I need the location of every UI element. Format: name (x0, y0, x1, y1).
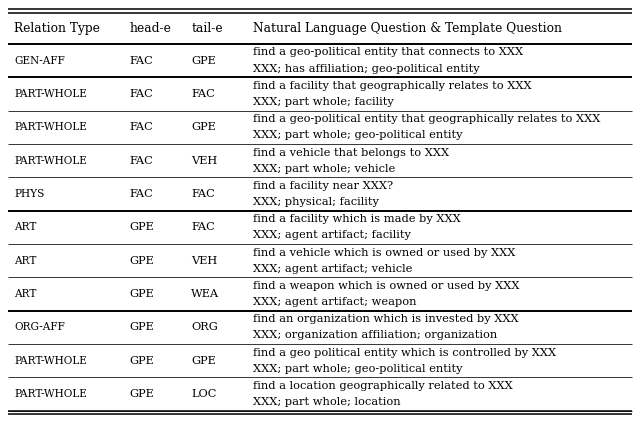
Text: VEH: VEH (191, 156, 218, 165)
Text: find a facility which is made by XXX: find a facility which is made by XXX (253, 214, 461, 224)
Text: Relation Type: Relation Type (14, 22, 100, 35)
Text: FAC: FAC (129, 189, 153, 199)
Text: XXX; part whole; geo-political entity: XXX; part whole; geo-political entity (253, 130, 462, 140)
Text: FAC: FAC (191, 189, 215, 199)
Text: FAC: FAC (191, 89, 215, 99)
Text: ART: ART (14, 256, 36, 266)
Text: GPE: GPE (129, 356, 154, 366)
Text: find a geo political entity which is controlled by XXX: find a geo political entity which is con… (253, 348, 556, 358)
Text: VEH: VEH (191, 256, 218, 266)
Text: head-e: head-e (129, 22, 171, 35)
Text: XXX; organization affiliation; organization: XXX; organization affiliation; organizat… (253, 330, 497, 341)
Text: FAC: FAC (191, 222, 215, 232)
Text: PART-WHOLE: PART-WHOLE (14, 122, 87, 132)
Text: XXX; physical; facility: XXX; physical; facility (253, 197, 379, 207)
Text: GEN-AFF: GEN-AFF (14, 56, 65, 66)
Text: PART-WHOLE: PART-WHOLE (14, 156, 87, 165)
Text: GPE: GPE (191, 56, 216, 66)
Text: LOC: LOC (191, 389, 217, 399)
Text: find an organization which is invested by XXX: find an organization which is invested b… (253, 314, 518, 324)
Text: XXX; agent artifact; weapon: XXX; agent artifact; weapon (253, 297, 416, 307)
Text: ART: ART (14, 289, 36, 299)
Text: find a facility near XXX?: find a facility near XXX? (253, 181, 393, 191)
Text: XXX; agent artifact; facility: XXX; agent artifact; facility (253, 230, 411, 240)
Text: Natural Language Question & Template Question: Natural Language Question & Template Que… (253, 22, 563, 35)
Text: GPE: GPE (129, 322, 154, 332)
Text: PHYS: PHYS (14, 189, 44, 199)
Text: GPE: GPE (191, 122, 216, 132)
Text: WEA: WEA (191, 289, 220, 299)
Text: FAC: FAC (129, 56, 153, 66)
Text: FAC: FAC (129, 122, 153, 132)
Text: tail-e: tail-e (191, 22, 223, 35)
Text: XXX; part whole; location: XXX; part whole; location (253, 397, 401, 407)
Text: ORG-AFF: ORG-AFF (14, 322, 65, 332)
Text: find a vehicle which is owned or used by XXX: find a vehicle which is owned or used by… (253, 248, 515, 258)
Text: FAC: FAC (129, 156, 153, 165)
Text: GPE: GPE (129, 222, 154, 232)
Text: XXX; agent artifact; vehicle: XXX; agent artifact; vehicle (253, 264, 412, 274)
Text: find a geo-political entity that geographically relates to XXX: find a geo-political entity that geograp… (253, 114, 600, 124)
Text: XXX; part whole; vehicle: XXX; part whole; vehicle (253, 164, 395, 173)
Text: XXX; part whole; facility: XXX; part whole; facility (253, 97, 394, 107)
Text: find a facility that geographically relates to XXX: find a facility that geographically rela… (253, 81, 531, 91)
Text: find a weapon which is owned or used by XXX: find a weapon which is owned or used by … (253, 281, 519, 291)
Text: PART-WHOLE: PART-WHOLE (14, 389, 87, 399)
Text: GPE: GPE (129, 289, 154, 299)
Text: find a geo-political entity that connects to XXX: find a geo-political entity that connect… (253, 48, 523, 58)
Text: XXX; has affiliation; geo-political entity: XXX; has affiliation; geo-political enti… (253, 64, 479, 74)
Text: FAC: FAC (129, 89, 153, 99)
Text: XXX; part whole; geo-political entity: XXX; part whole; geo-political entity (253, 364, 462, 374)
Text: PART-WHOLE: PART-WHOLE (14, 89, 87, 99)
Text: ART: ART (14, 222, 36, 232)
Text: ORG: ORG (191, 322, 218, 332)
Text: find a location geographically related to XXX: find a location geographically related t… (253, 381, 513, 391)
Text: find a vehicle that belongs to XXX: find a vehicle that belongs to XXX (253, 148, 449, 157)
Text: GPE: GPE (129, 389, 154, 399)
Text: PART-WHOLE: PART-WHOLE (14, 356, 87, 366)
Text: GPE: GPE (129, 256, 154, 266)
Text: GPE: GPE (191, 356, 216, 366)
